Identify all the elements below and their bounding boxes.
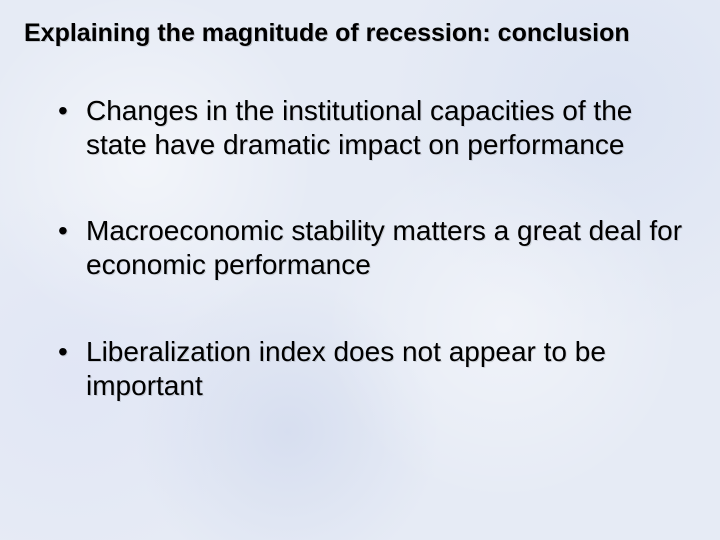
list-item: Liberalization index does not appear to …: [58, 335, 696, 403]
slide-title: Explaining the magnitude of recession: c…: [24, 18, 696, 48]
bullet-list: Changes in the institutional capacities …: [24, 94, 696, 403]
list-item: Changes in the institutional capacities …: [58, 94, 696, 162]
list-item: Macroeconomic stability matters a great …: [58, 214, 696, 282]
